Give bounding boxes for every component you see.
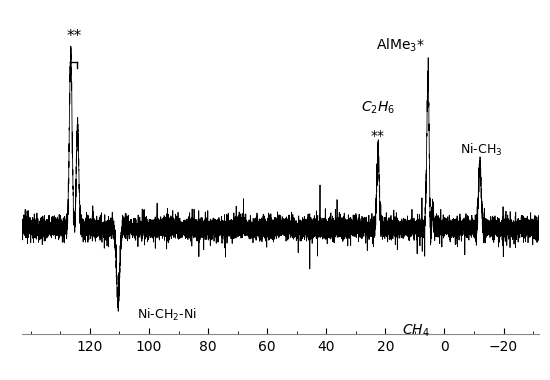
Text: AlMe$_3$*: AlMe$_3$*: [376, 36, 425, 54]
Text: **: **: [371, 129, 385, 143]
Text: **: **: [66, 29, 81, 44]
Text: Ni-CH$_3$: Ni-CH$_3$: [460, 142, 503, 158]
Text: CH$_4$: CH$_4$: [403, 323, 430, 339]
Text: Ni-CH$_2$-Ni: Ni-CH$_2$-Ni: [137, 307, 197, 323]
Text: $C_2H_6$: $C_2H_6$: [361, 100, 395, 116]
